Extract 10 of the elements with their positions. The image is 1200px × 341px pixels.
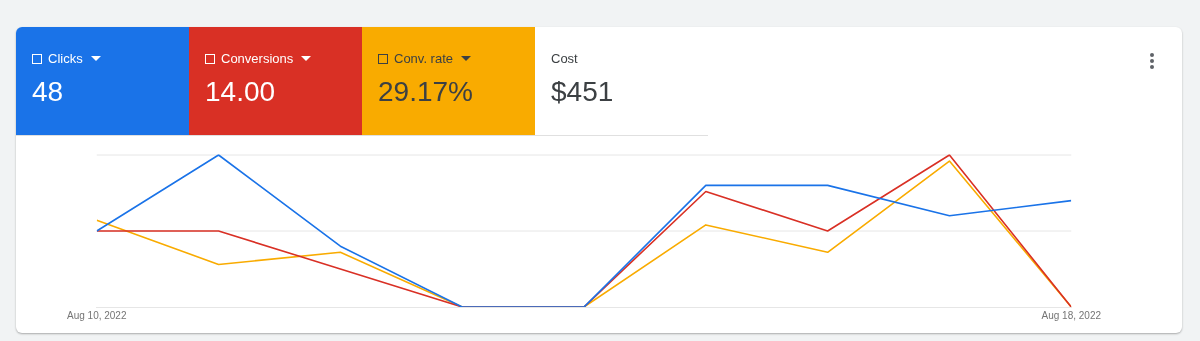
legend-label: Clicks xyxy=(48,51,83,66)
text: Cost xyxy=(551,51,578,66)
text: 14.00 xyxy=(205,76,277,108)
text: $451 xyxy=(551,76,615,108)
x-tick-label: Aug 10, 2022 xyxy=(67,309,127,321)
legend-label: Conversions xyxy=(221,51,294,66)
x-tick-label: Aug 18, 2022 xyxy=(1041,309,1102,321)
legend-label: Conv. rate xyxy=(394,51,454,66)
text: 48 xyxy=(32,76,65,108)
text: 29.17% xyxy=(378,76,474,108)
